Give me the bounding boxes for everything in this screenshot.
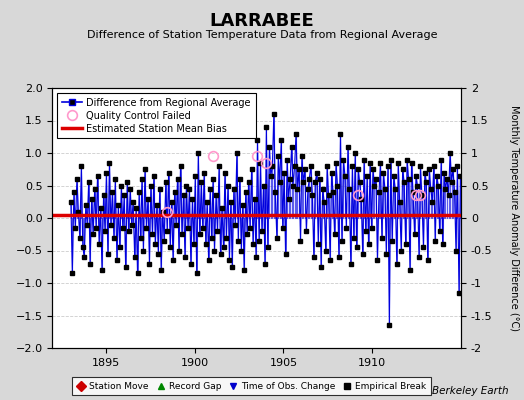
Legend: Station Move, Record Gap, Time of Obs. Change, Empirical Break: Station Move, Record Gap, Time of Obs. C… xyxy=(72,378,431,396)
Text: Berkeley Earth: Berkeley Earth xyxy=(432,386,508,396)
Y-axis label: Monthly Temperature Anomaly Difference (°C): Monthly Temperature Anomaly Difference (… xyxy=(509,105,519,331)
Text: LARRABEE: LARRABEE xyxy=(210,12,314,30)
Legend: Difference from Regional Average, Quality Control Failed, Estimated Station Mean: Difference from Regional Average, Qualit… xyxy=(57,93,256,138)
Text: Difference of Station Temperature Data from Regional Average: Difference of Station Temperature Data f… xyxy=(87,30,437,40)
